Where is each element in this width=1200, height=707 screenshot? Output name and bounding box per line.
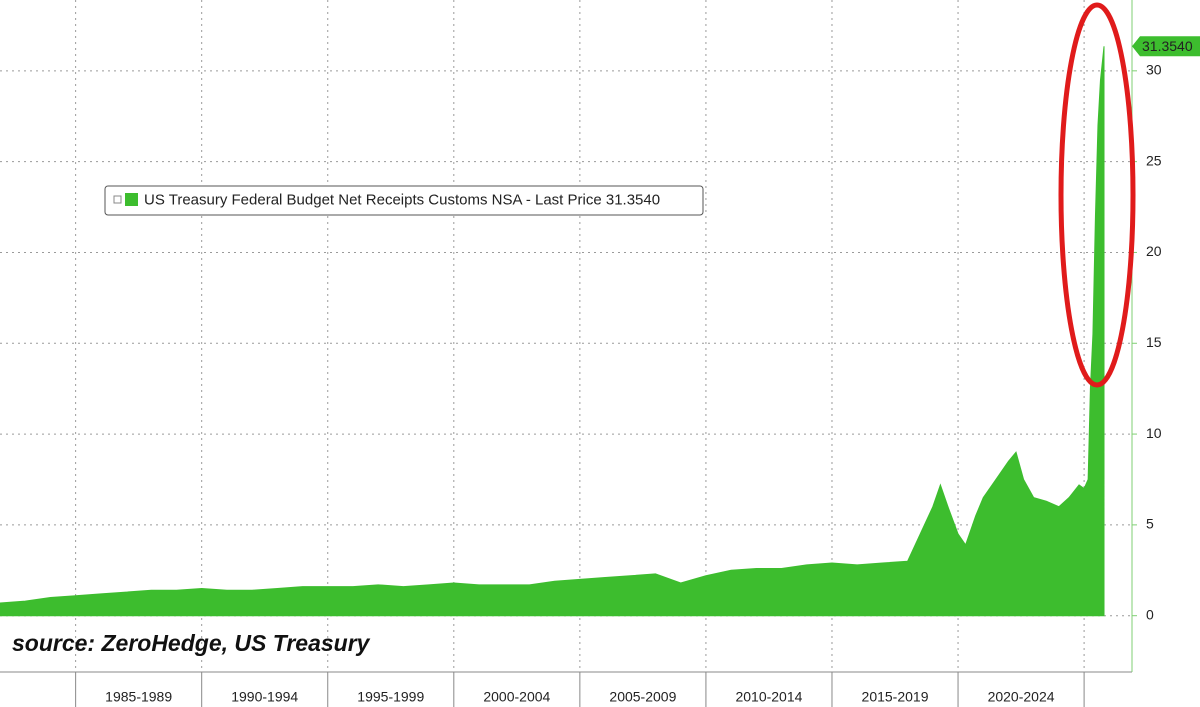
y-tick-label: 5	[1146, 516, 1154, 532]
x-period-label: 2000-2004	[483, 689, 550, 705]
y-tick-label: 20	[1146, 243, 1162, 259]
legend-text: US Treasury Federal Budget Net Receipts …	[144, 191, 660, 208]
last-price-tag	[1132, 36, 1200, 57]
legend-swatch	[125, 193, 138, 206]
x-period-label: 1995-1999	[357, 689, 424, 705]
area	[0, 46, 1105, 617]
x-period-label: 2010-2014	[735, 689, 802, 705]
y-tick-label: 30	[1146, 62, 1162, 78]
source-annotation: source: ZeroHedge, US Treasury	[12, 630, 371, 656]
x-period-label: 2020-2024	[988, 689, 1055, 705]
y-tick-label: 15	[1146, 334, 1162, 350]
x-period-label: 1990-1994	[231, 689, 298, 705]
y-tick-label: 10	[1146, 425, 1162, 441]
x-period-label: 1985-1989	[105, 689, 172, 705]
legend-expander	[113, 195, 122, 204]
x-period-label: 2005-2009	[609, 689, 676, 705]
plot	[0, 46, 1105, 617]
y-tick-label: 25	[1146, 152, 1162, 168]
last-price-label: 31.3540	[1142, 38, 1193, 54]
axes: 0 5 10 15 20 25 30 1985-1989 1990-1994 1995-1999 2…	[75, 36, 1200, 707]
x-period-label: 2015-2019	[862, 689, 929, 705]
highlight-ellipse	[1058, 2, 1136, 388]
y-tick-label: 0	[1146, 606, 1154, 622]
legend-box	[104, 185, 704, 216]
